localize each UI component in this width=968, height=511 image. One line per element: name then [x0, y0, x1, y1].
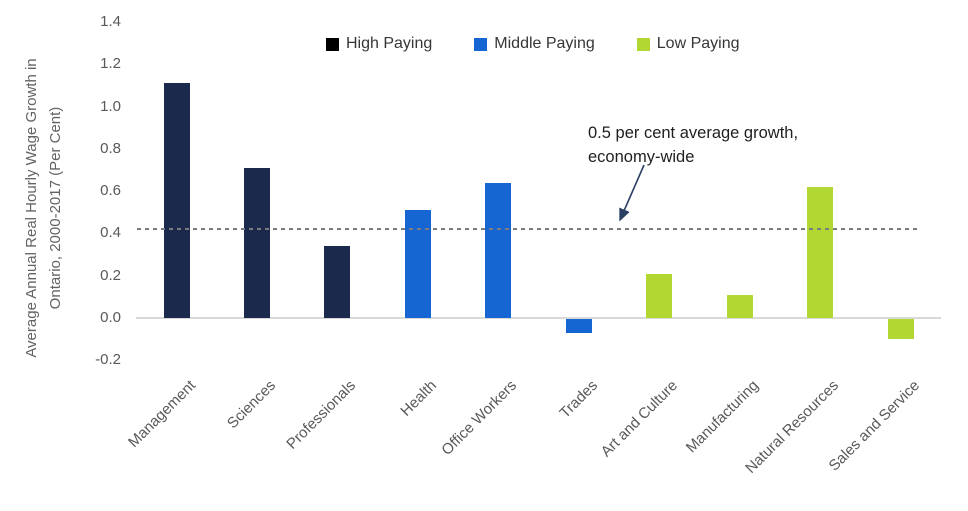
y-tick-label-1.0: 1.0	[100, 97, 121, 115]
bar-professionals	[324, 246, 351, 318]
y-axis-title-line2: Ontario, 2000-2017 (Per Cent)	[47, 106, 64, 310]
legend-item-high-paying: High Paying	[326, 35, 432, 53]
bar-natural-resources	[807, 186, 834, 318]
bar-health	[404, 210, 431, 318]
legend-label-low-paying: Low Paying	[656, 35, 740, 52]
legend-item-low-paying: Low Paying	[636, 35, 740, 53]
bar-sales-and-service	[887, 319, 914, 340]
y-tick-label-0.8: 0.8	[100, 139, 121, 157]
bar-manufacturing	[726, 294, 753, 318]
y-axis-title: Average Annual Real Hourly Wage Growth i…	[20, 18, 72, 398]
annotation-text: 0.5 per cent average growth, economy-wid…	[588, 121, 798, 169]
y-tick-label-1.2: 1.2	[100, 55, 121, 73]
legend-swatch-high-paying	[326, 37, 339, 51]
bar-sciences	[243, 167, 270, 318]
legend: High Paying Middle Paying Low Paying	[326, 35, 740, 53]
bar-office-workers	[485, 182, 512, 318]
y-tick-label-0.0: 0.0	[100, 309, 121, 326]
legend-swatch-low-paying	[636, 37, 650, 51]
legend-swatch-middle-paying	[474, 37, 488, 51]
average-growth-reference-line	[137, 228, 918, 231]
y-tick-label--0.2: -0.2	[95, 351, 121, 369]
y-tick-label-0.4: 0.4	[100, 224, 121, 242]
legend-item-middle-paying: Middle Paying	[474, 35, 595, 53]
x-axis-line	[136, 317, 941, 319]
y-tick-label-1.4: 1.4	[100, 12, 121, 30]
annotation-line1: 0.5 per cent average growth,	[588, 124, 799, 142]
x-label-management: Management	[124, 377, 199, 451]
legend-label-middle-paying: Middle Paying	[494, 35, 595, 52]
y-tick-label-0.6: 0.6	[100, 182, 121, 200]
bar-management	[163, 83, 190, 318]
bar-art-and-culture	[646, 273, 673, 318]
y-tick-label-0.2: 0.2	[100, 266, 121, 284]
legend-label-high-paying: High Paying	[346, 35, 433, 52]
y-axis-title-line1: Average Annual Real Hourly Wage Growth i…	[23, 58, 40, 358]
bar-trades	[565, 319, 592, 333]
annotation-line2: economy-wide	[588, 148, 695, 166]
